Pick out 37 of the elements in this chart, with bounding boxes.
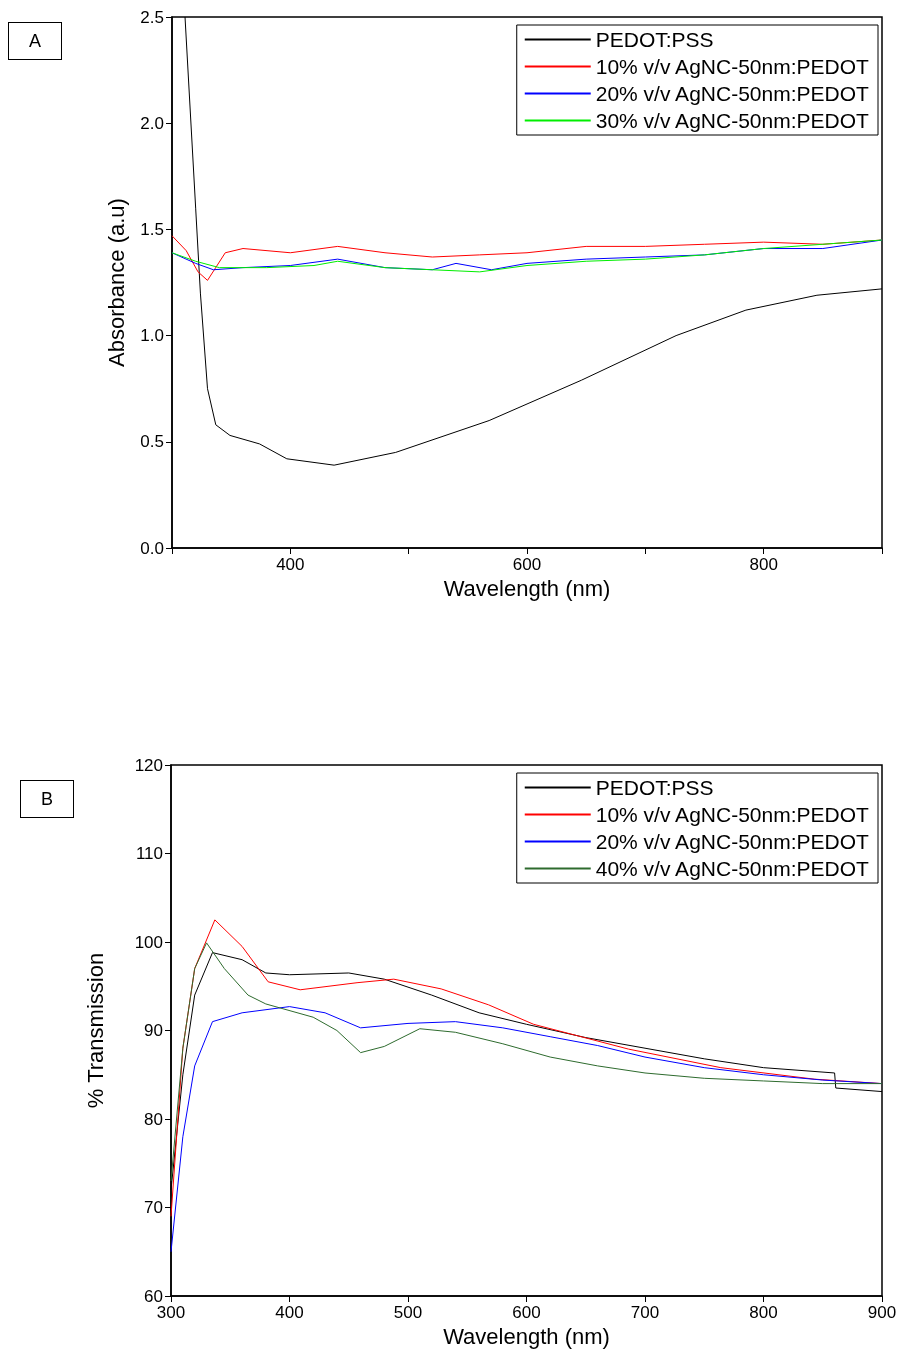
- legend-label: PEDOT:PSS: [595, 776, 714, 799]
- y-tick-label: 90: [144, 1021, 163, 1040]
- x-tick-label: 800: [749, 1303, 778, 1322]
- x-tick-label: 400: [276, 555, 305, 574]
- text: A: [29, 31, 42, 51]
- y-tick-label: 60: [144, 1286, 163, 1306]
- x-axis-title: Wavelength (nm): [443, 576, 611, 602]
- y-tick-label: 70: [144, 1198, 163, 1217]
- x-tick-label: 700: [630, 1303, 660, 1322]
- y-tick-label: 120: [134, 755, 163, 775]
- y-tick-label: 1.5: [140, 219, 164, 239]
- y-tick-label: 2.0: [140, 113, 164, 133]
- x-tick-label: 500: [393, 1303, 423, 1322]
- y-tick-label: 100: [134, 932, 163, 952]
- y-tick-label: 1.0: [140, 326, 164, 346]
- x-axis-title: Wavelength (nm): [443, 1324, 610, 1350]
- x-tick-label: 300: [156, 1303, 186, 1322]
- y-tick-label: 0.0: [140, 538, 164, 558]
- x-tick-label: 900: [867, 1303, 897, 1322]
- x-tick-label: 400: [275, 1303, 304, 1322]
- y-axis-title: Absorbance (a.u): [103, 198, 129, 367]
- y-tick-label: 0.5: [140, 432, 164, 452]
- legend-label: 30% v/v AgNC-50nm:PEDOT: [595, 109, 870, 132]
- text: B: [41, 789, 54, 809]
- y-tick-label: 2.5: [140, 7, 164, 27]
- y-axis-title: % Transmission: [82, 952, 108, 1109]
- x-tick-label: 600: [512, 1303, 541, 1322]
- legend-label: 10% v/v AgNC-50nm:PEDOT: [595, 803, 870, 826]
- legend-label: 10% v/v AgNC-50nm:PEDOT: [595, 55, 870, 78]
- x-tick-label: 800: [749, 555, 778, 574]
- y-tick-label: 80: [144, 1109, 163, 1129]
- y-tick-label: 110: [135, 844, 163, 863]
- legend-label: 40% v/v AgNC-50nm:PEDOT: [595, 857, 870, 880]
- legend-label: 20% v/v AgNC-50nm:PEDOT: [595, 830, 870, 853]
- x-tick-label: 600: [512, 555, 542, 574]
- legend-label: 20% v/v AgNC-50nm:PEDOT: [595, 82, 870, 105]
- legend-label: PEDOT:PSS: [595, 28, 714, 51]
